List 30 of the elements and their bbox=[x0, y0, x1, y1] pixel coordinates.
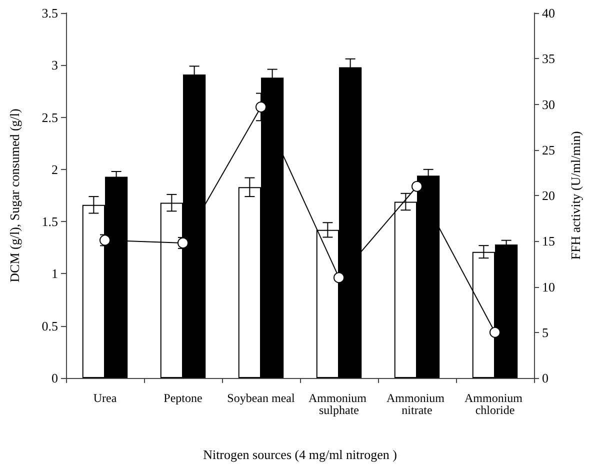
y-tick-label: 0.5 bbox=[42, 318, 58, 334]
x-axis-title: Nitrogen sources (4 mg/ml nitrogen ) bbox=[203, 447, 397, 462]
y-tick-label: 1.5 bbox=[42, 214, 58, 230]
y-axis-title: DCM (g/l), Sugar consumed (g/l) bbox=[7, 108, 22, 282]
x-tick-label: Soybean meal bbox=[227, 391, 296, 405]
y2-tick-label: 35 bbox=[542, 51, 555, 66]
y2-tick-label: 20 bbox=[542, 188, 555, 203]
y2-tick-label: 10 bbox=[542, 279, 555, 294]
y-tick-label: 2.5 bbox=[42, 110, 58, 125]
x-tick-label: Ammonium chloride bbox=[464, 391, 526, 417]
y-tick-label: 3.5 bbox=[42, 6, 58, 20]
x-tick-label: Urea bbox=[93, 391, 118, 405]
x-tick-label: Ammonium nitrate bbox=[386, 391, 448, 417]
point bbox=[490, 326, 500, 338]
y2-tick-label: 40 bbox=[542, 6, 555, 20]
y2-tick-label: 30 bbox=[542, 96, 555, 112]
y-tick-label: 1 bbox=[52, 266, 58, 282]
point bbox=[256, 101, 266, 112]
y2-tick-label: 25 bbox=[542, 142, 555, 158]
y-tick-label: 3 bbox=[52, 58, 58, 73]
x-tick-label: Ammonium sulphate bbox=[308, 391, 370, 417]
y-tick-label: 2 bbox=[52, 162, 58, 177]
point bbox=[334, 272, 344, 284]
y-tick-label: 0 bbox=[52, 370, 58, 386]
y2-tick-label: 15 bbox=[542, 234, 555, 249]
y2-axis-title: FFH activity (U/ml/min) bbox=[568, 131, 583, 260]
y2-tick-label: 0 bbox=[542, 370, 548, 386]
y2-tick-label: 5 bbox=[542, 324, 548, 340]
x-tick-label: Peptone bbox=[164, 391, 202, 405]
point bbox=[412, 180, 422, 192]
